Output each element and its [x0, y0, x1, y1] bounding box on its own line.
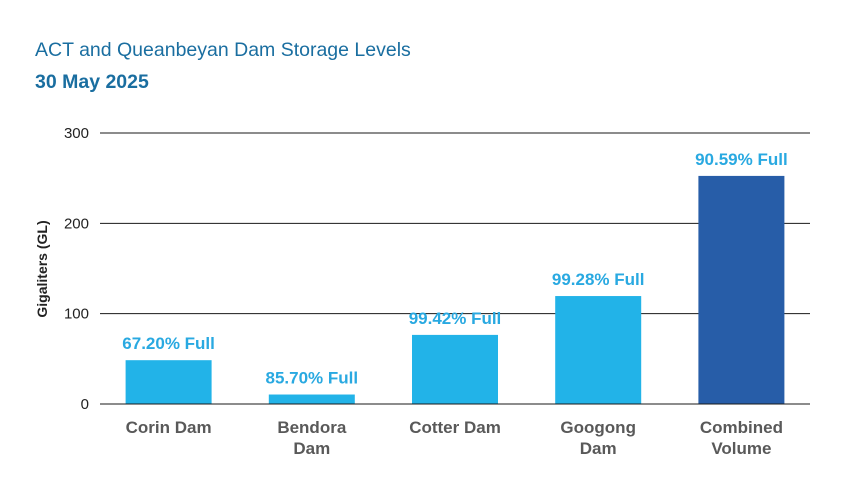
y-axis-label: Gigaliters (GL) [34, 220, 50, 317]
y-tick-label: 100 [64, 306, 89, 323]
x-tick-label: Corin Dam [126, 418, 212, 437]
bar [125, 360, 212, 404]
y-tick-label: 0 [81, 396, 89, 413]
data-label: 99.28% Full [552, 270, 645, 289]
bar [268, 394, 355, 404]
y-tick-label: 300 [64, 125, 89, 142]
y-tick-label: 200 [64, 215, 89, 232]
x-tick-label: Googong [560, 418, 636, 437]
data-label: 99.42% Full [409, 309, 502, 328]
x-tick-label: Volume [711, 439, 771, 458]
bar [555, 296, 642, 404]
bar [412, 334, 498, 404]
chart-subtitle: 30 May 2025 [35, 71, 149, 93]
data-label: 85.70% Full [265, 369, 358, 388]
chart-title: ACT and Queanbeyan Dam Storage Levels [35, 39, 411, 61]
x-tick-label: Cotter Dam [409, 418, 501, 437]
bar [698, 175, 785, 404]
data-label: 90.59% Full [695, 150, 788, 169]
x-tick-label: Dam [580, 439, 617, 458]
x-tick-label: Bendora [277, 418, 347, 437]
data-label: 67.20% Full [122, 334, 215, 353]
x-tick-label: Dam [293, 439, 330, 458]
x-tick-label: Combined [700, 418, 783, 437]
